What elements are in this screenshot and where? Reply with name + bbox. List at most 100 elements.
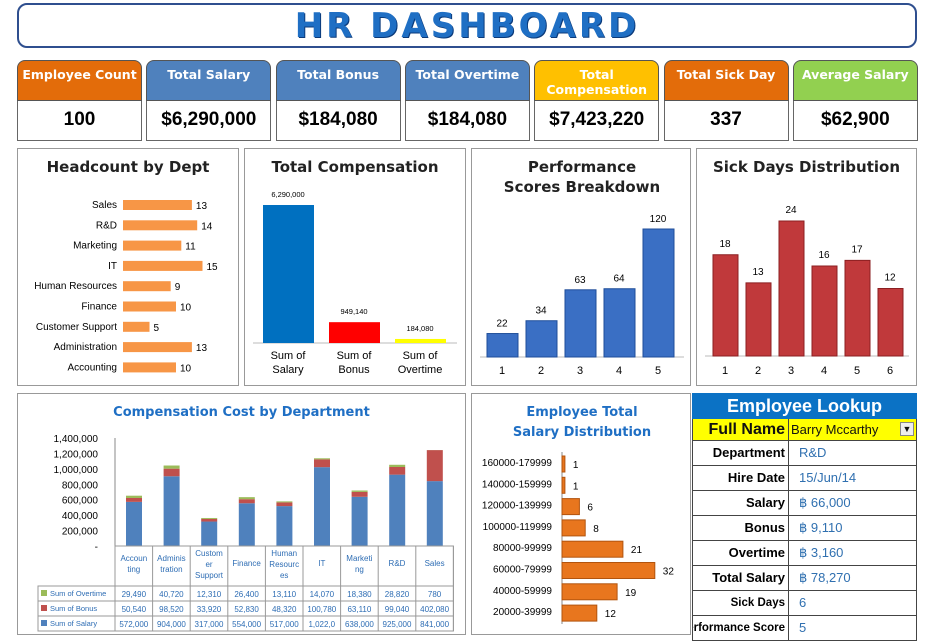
data-label: 22	[496, 319, 508, 330]
data-label: 12	[605, 609, 617, 620]
table-cell: 317,000	[195, 620, 224, 629]
legend-label: Sum of Salary	[50, 619, 97, 628]
salary-distribution-panel: Employee Total Salary Distribution 16000…	[471, 393, 691, 635]
y-tick-label: 600,000	[62, 496, 99, 507]
category-label: Support	[195, 571, 224, 580]
bar	[263, 205, 314, 343]
lookup-label: Department	[693, 441, 789, 465]
category-label: 3	[577, 365, 583, 377]
category-label: Salary	[272, 364, 304, 376]
bar	[562, 477, 565, 493]
category-label: R&D	[389, 559, 406, 568]
data-label: 1	[573, 460, 579, 471]
table-cell: 841,000	[420, 620, 449, 629]
category-label: Finance	[81, 302, 117, 313]
chart-title: Compensation Cost by Department	[18, 403, 465, 423]
table-cell: 402,080	[420, 605, 449, 614]
bar-segment	[164, 469, 180, 477]
data-label: 14	[201, 221, 213, 232]
bar-segment	[427, 450, 443, 481]
category-label: 5	[854, 365, 860, 377]
data-label: 24	[785, 205, 797, 216]
bar	[562, 584, 617, 600]
lookup-label: Overtime	[693, 541, 789, 565]
bar	[562, 605, 597, 621]
bar	[878, 289, 903, 357]
filter-dropdown-icon[interactable]: ▼	[900, 422, 914, 436]
legend-swatch	[41, 590, 47, 596]
data-label: 17	[851, 244, 863, 255]
chart-title: Performance Scores Breakdown	[502, 157, 662, 197]
y-tick-label: 200,000	[62, 527, 99, 538]
bar-segment	[389, 465, 405, 467]
employee-lookup: Employee Lookup Full Name Barry Mccarthy…	[692, 393, 917, 635]
bar-segment	[427, 481, 443, 546]
data-label: 63	[574, 275, 586, 286]
bar-segment	[164, 466, 180, 469]
data-label: 32	[663, 567, 675, 578]
bar-segment	[352, 497, 368, 546]
bar	[812, 266, 837, 356]
bar-segment	[239, 497, 255, 499]
lookup-value: 15/Jun/14	[789, 466, 916, 490]
kpi-value: 100	[17, 101, 142, 141]
category-label: 1	[722, 365, 728, 377]
bar-segment	[314, 458, 330, 459]
bar-segment	[201, 518, 217, 519]
legend-label: Sum of Bonus	[50, 604, 97, 613]
data-label: 949,140	[340, 307, 367, 316]
table-cell: 18,380	[347, 590, 372, 599]
bar	[562, 520, 585, 536]
full-name-value: Barry Mccarthy	[791, 422, 878, 437]
table-cell: 904,000	[157, 620, 186, 629]
data-label: 5	[154, 323, 160, 334]
bar	[123, 261, 203, 271]
category-label: 60000-79999	[493, 565, 552, 576]
table-cell: 40,720	[159, 590, 184, 599]
bar	[746, 283, 771, 356]
data-label: 15	[207, 262, 219, 273]
data-label: 8	[593, 524, 599, 535]
bar	[487, 334, 518, 357]
table-cell: 100,780	[307, 605, 336, 614]
full-name-row: Full Name Barry Mccarthy ▼	[692, 419, 917, 441]
lookup-label: Bonus	[693, 516, 789, 540]
full-name-select[interactable]: Barry Mccarthy ▼	[789, 419, 916, 440]
y-tick-label: 800,000	[62, 480, 99, 491]
category-label: 120000-139999	[482, 501, 553, 512]
lookup-title: Employee Lookup	[692, 393, 917, 419]
table-cell: 28,820	[385, 590, 410, 599]
lookup-label: Sick Days	[693, 591, 789, 615]
bar-segment	[276, 501, 292, 502]
bar-segment	[126, 498, 142, 502]
category-label: 80000-99999	[493, 543, 552, 554]
data-label: 184,080	[406, 324, 433, 333]
category-label: IT	[108, 261, 117, 272]
lookup-value: ฿ 66,000	[789, 491, 916, 515]
bar-segment	[201, 519, 217, 522]
category-label: 40000-59999	[493, 586, 552, 597]
table-cell: 63,110	[347, 605, 371, 614]
lookup-label: Total Salary	[693, 566, 789, 590]
bar-segment	[314, 467, 330, 546]
kpi-card: Total Compensation$7,423,220	[534, 60, 659, 142]
legend-swatch	[41, 620, 47, 626]
category-label: Marketing	[73, 241, 117, 252]
table-cell: 52,830	[234, 605, 259, 614]
kpi-value: $184,080	[276, 101, 401, 141]
kpi-label: Total Salary	[146, 60, 271, 101]
bar	[562, 563, 655, 579]
table-cell: 1,022,0	[308, 620, 335, 629]
bar	[123, 362, 176, 372]
data-label: 16	[818, 250, 830, 261]
bar-segment	[389, 475, 405, 546]
bar-segment	[276, 506, 292, 546]
category-label: 6	[887, 365, 893, 377]
bar	[123, 241, 181, 251]
